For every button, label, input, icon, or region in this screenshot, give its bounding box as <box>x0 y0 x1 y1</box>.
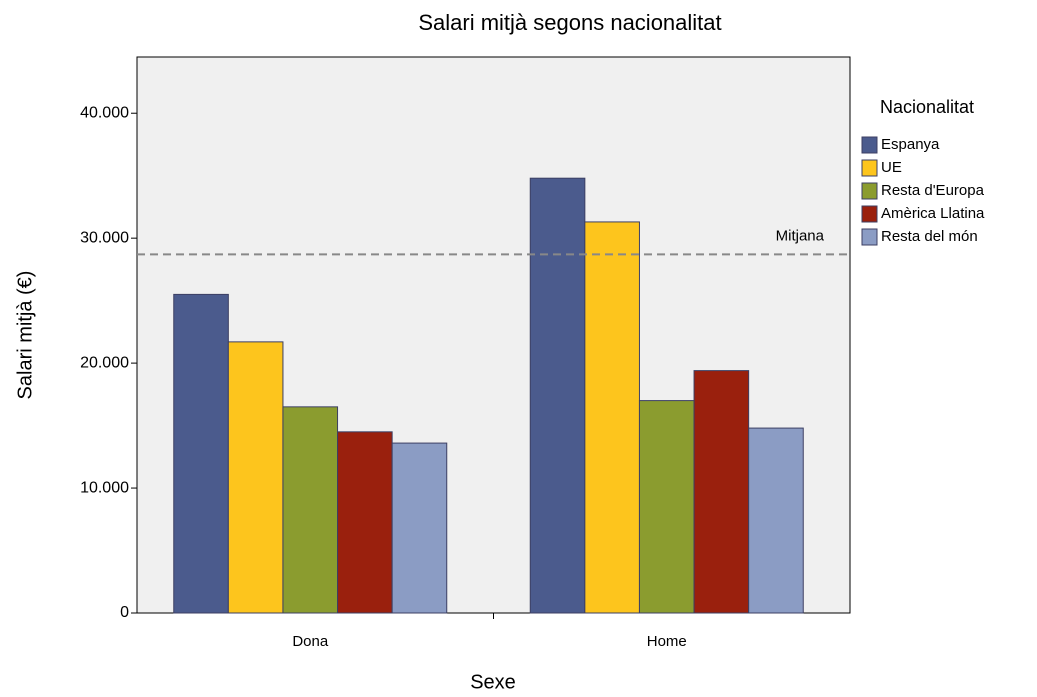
y-tick-label: 10.000 <box>80 479 129 496</box>
y-tick-label: 0 <box>120 604 129 621</box>
legend-label: Resta del món <box>881 228 978 245</box>
legend-label: UE <box>881 159 902 176</box>
mean-label: Mitjana <box>776 227 825 244</box>
bar <box>638 400 695 614</box>
legend-swatch <box>861 159 878 177</box>
legend-title: Nacionalitat <box>880 97 974 117</box>
x-tick-label: Home <box>647 633 687 650</box>
legend-swatch <box>861 228 878 246</box>
y-axis-label: Salari mitjà (€) <box>14 271 36 400</box>
bar <box>584 221 640 614</box>
chart-title: Salari mitjà segons nacionalitat <box>418 10 721 35</box>
legend-swatch <box>861 205 878 223</box>
y-tick-label: 30.000 <box>80 229 129 246</box>
legend-label: Espanya <box>881 136 940 153</box>
bar <box>748 427 804 614</box>
bar <box>337 431 393 614</box>
x-axis-label: Sexe <box>470 671 516 693</box>
legend-swatch <box>861 182 878 200</box>
bar <box>693 370 750 614</box>
y-tick-label: 20.000 <box>80 354 129 371</box>
bar <box>227 341 284 614</box>
y-tick-label: 40.000 <box>80 104 129 121</box>
legend-swatch <box>861 136 878 154</box>
x-tick-label: Dona <box>292 633 329 650</box>
legend-label: Amèrica Llatina <box>881 205 985 222</box>
bar <box>529 177 586 614</box>
legend-label: Resta d'Europa <box>881 182 985 199</box>
bar <box>282 406 339 614</box>
bar <box>391 442 448 614</box>
bar <box>173 293 229 614</box>
